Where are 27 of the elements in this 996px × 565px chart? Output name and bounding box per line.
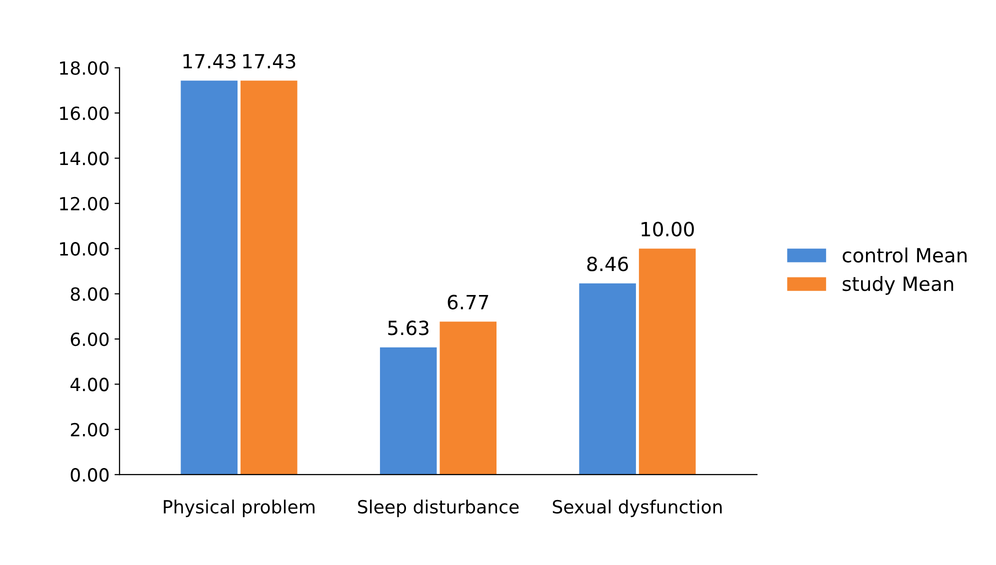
data-label: 17.43 xyxy=(183,54,236,69)
legend-label: study Mean xyxy=(842,276,954,295)
legend-label: control Mean xyxy=(842,248,967,263)
data-label: 17.43 xyxy=(243,54,296,69)
x-tick-label: Sleep disturbance xyxy=(358,500,519,518)
y-tick-label: 10.00 xyxy=(60,242,109,256)
bar xyxy=(579,283,636,475)
data-label: 10.00 xyxy=(642,222,694,236)
y-tick-label: 18.00 xyxy=(60,61,109,75)
y-tick-label: 16.00 xyxy=(60,106,109,120)
bar xyxy=(440,322,497,475)
y-tick-label: 14.00 xyxy=(60,152,109,166)
data-label: 6.77 xyxy=(448,294,488,310)
y-tick-label: 12.00 xyxy=(60,196,109,211)
data-label: 5.63 xyxy=(388,320,428,336)
bar xyxy=(638,248,696,475)
x-tick-label: Sexual dysfunction xyxy=(552,500,722,518)
y-tick-label: 2.00 xyxy=(70,422,109,437)
y-tick-label: 8.00 xyxy=(70,287,109,301)
y-tick-label: 0.00 xyxy=(70,468,109,482)
x-tick-label: Physical problem xyxy=(164,500,314,518)
bar xyxy=(180,80,238,475)
bar xyxy=(380,347,437,475)
y-tick-label: 6.00 xyxy=(70,332,109,346)
bar xyxy=(240,80,298,475)
y-tick-label: 4.00 xyxy=(70,378,109,392)
data-label: 8.46 xyxy=(587,256,628,272)
